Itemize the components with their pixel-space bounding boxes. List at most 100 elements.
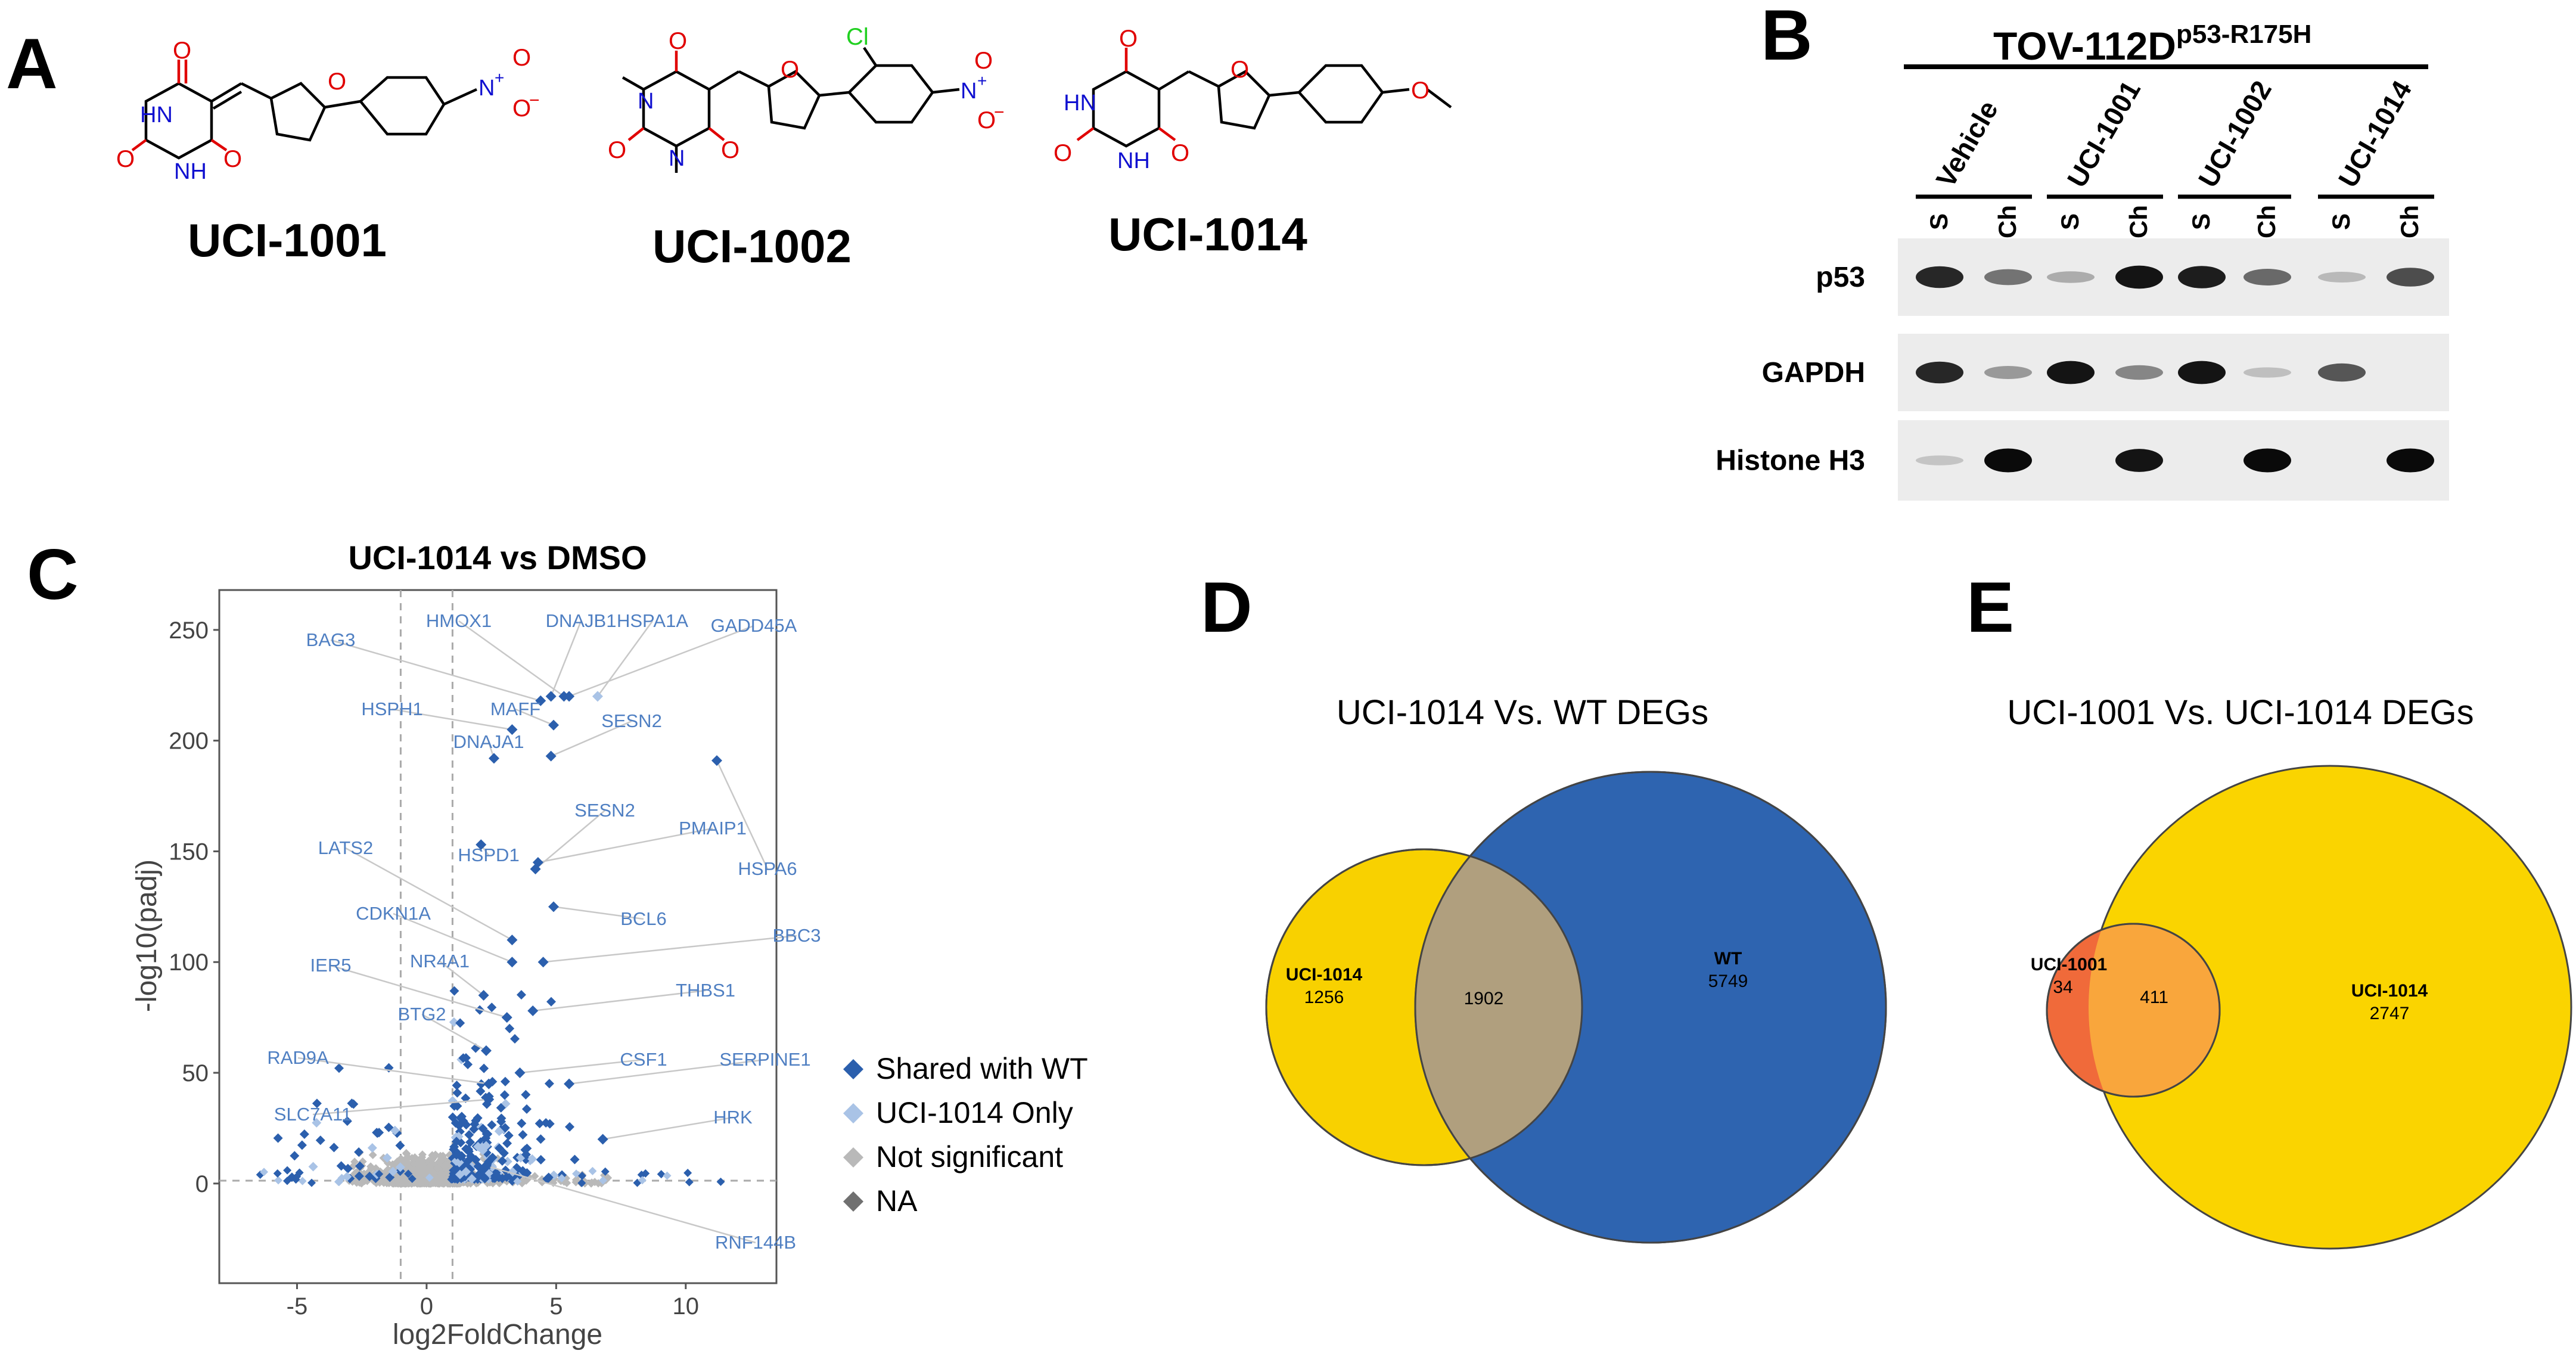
point-sig: [470, 1119, 480, 1129]
point-sig: [452, 1081, 462, 1091]
point-sig: [588, 1166, 597, 1175]
x-tick-label: 10: [673, 1293, 700, 1320]
venn-count-intersection: 1902: [1464, 989, 1504, 1008]
gene-label: RAD9A: [267, 1047, 329, 1068]
venn-e-title: UCI-1001 Vs. UCI-1014 DEGs: [2007, 693, 2474, 732]
blot-band: [2387, 268, 2434, 287]
point-sig: [657, 1170, 666, 1179]
venn-label-uci-1014: UCI-1014: [1286, 965, 1363, 985]
point-sig: [297, 1140, 307, 1150]
atom-o: O: [223, 146, 242, 172]
point-sig: [479, 1063, 489, 1073]
venn-d-title: UCI-1014 Vs. WT DEGs: [1337, 693, 1708, 732]
panel-label-c: C: [27, 535, 79, 614]
structure-uci-1014: O HN NH O O O O: [1054, 26, 1452, 173]
point-sig: [518, 1129, 528, 1140]
point-sig: [496, 1103, 506, 1113]
point-sig: [504, 1131, 514, 1141]
volcano-axes: 0 50 100 150 200 250 -5 0 5 10: [169, 617, 699, 1320]
gene-label: SESN2: [574, 800, 635, 821]
gene-label: HRK: [713, 1107, 753, 1128]
point-ns: [366, 1162, 375, 1171]
venn-outline: [1265, 848, 1583, 1166]
point-sig: [354, 1171, 364, 1181]
point-ns: [530, 1172, 539, 1181]
blot-membrane: [1898, 334, 2449, 411]
fraction-label: Ch: [2395, 205, 2423, 238]
point-ns: [396, 1174, 405, 1182]
point-sig: [521, 1150, 531, 1160]
legend-swatch: [843, 1147, 863, 1168]
point-sig: [388, 1166, 398, 1176]
fraction-label: S: [2187, 213, 2215, 230]
blot-group-labels: Vehicle S Ch UCI-1001 S Ch UCI-1002 S Ch UCI-1014…: [1916, 75, 2434, 238]
fraction-label: S: [2327, 213, 2355, 230]
atom-o: O: [1119, 26, 1138, 52]
gene-leader-line: [568, 1058, 766, 1085]
blot-label: Histone H3: [1716, 445, 1865, 477]
gene-leader-line: [439, 961, 484, 996]
panel-b-western-blot: TOV-112Dp53-R175H Vehicle S Ch UCI-1001 S Ch U…: [1716, 20, 2449, 501]
point-sig: [535, 1119, 545, 1129]
point-sig: [478, 1123, 488, 1134]
point-sig: [382, 1153, 392, 1163]
point-ns: [413, 1179, 422, 1188]
gene-point: [532, 857, 543, 868]
panel-label-d: D: [1201, 567, 1253, 647]
point-sig: [395, 1162, 405, 1172]
point-sig: [496, 1113, 507, 1123]
charge-plus: +: [495, 69, 504, 87]
gene-label: BCL6: [620, 908, 667, 929]
blot-band: [1916, 361, 1963, 384]
gene-point: [545, 750, 557, 762]
atom-o: O: [974, 48, 993, 74]
blot-band: [1984, 366, 2032, 379]
point-sig: [685, 1178, 694, 1187]
x-tick-label: 5: [549, 1293, 563, 1320]
venn-count-wt: 5749: [1708, 971, 1748, 991]
gene-point: [527, 1005, 539, 1016]
point-ns: [430, 1178, 439, 1187]
structure-uci-1002: O N N O O O Cl N + O O −: [608, 24, 1005, 173]
point-sig: [334, 1063, 344, 1073]
point-sig: [273, 1169, 282, 1178]
point-ns: [587, 1179, 596, 1188]
point-sig: [541, 1118, 551, 1128]
gene-leader-line: [543, 935, 797, 963]
gene-point: [592, 691, 603, 702]
atom-o: O: [721, 137, 739, 163]
atom-o: O: [173, 38, 191, 64]
gene-leader-line: [537, 827, 713, 864]
atom-hn: HN: [1064, 91, 1096, 116]
atom-o: O: [1230, 57, 1249, 83]
point-sig: [473, 1161, 483, 1171]
point-sig: [282, 1176, 291, 1185]
legend-label: Not significant: [876, 1140, 1063, 1174]
point-sig: [452, 1088, 462, 1098]
point-ns: [428, 1155, 437, 1164]
point-sig: [290, 1151, 300, 1161]
atom-nh: NH: [1117, 148, 1150, 173]
point-sig: [329, 1143, 339, 1153]
atom-o: O: [669, 28, 687, 54]
point-sig: [546, 997, 556, 1007]
point-sig: [374, 1128, 384, 1138]
legend-swatch: [843, 1191, 863, 1212]
point-sig: [283, 1166, 292, 1175]
gene-label: CDKN1A: [356, 903, 431, 924]
legend-label: NA: [876, 1184, 918, 1218]
gene-leader-line: [391, 708, 512, 731]
atom-o: O: [977, 107, 996, 134]
point-sig: [564, 1122, 574, 1132]
blot-label: p53: [1816, 262, 1865, 293]
gene-point: [548, 719, 559, 731]
venn-count-uci-1014: 2747: [2370, 1004, 2410, 1023]
x-tick-label: 0: [420, 1293, 433, 1320]
legend-swatch: [843, 1059, 863, 1079]
atom-o: O: [781, 57, 799, 83]
gene-leader-line: [553, 906, 644, 920]
charge-minus: −: [994, 103, 1005, 122]
point-sig: [716, 1177, 725, 1186]
point-sig: [500, 1076, 510, 1086]
atom-hn: HN: [140, 103, 173, 128]
